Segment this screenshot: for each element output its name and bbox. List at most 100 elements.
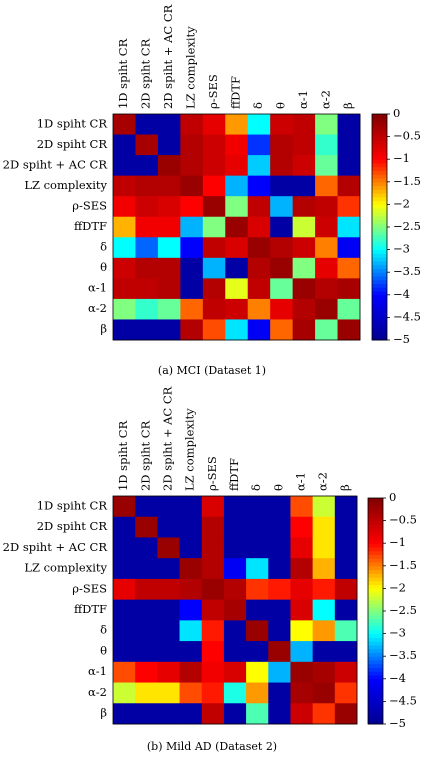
heatmap-cell — [225, 278, 249, 300]
heatmap-cell — [268, 537, 291, 559]
row-label: β — [100, 322, 107, 336]
colorbar-segment — [372, 260, 387, 266]
colorbar-segment — [372, 328, 387, 333]
heatmap-cell — [202, 114, 226, 135]
heatmap-cell — [179, 703, 203, 725]
heatmap-cell — [179, 558, 203, 580]
heatmap-cell — [157, 298, 181, 320]
heatmap-cell — [135, 196, 159, 218]
colorbar-segment — [368, 675, 383, 680]
heatmap-cell — [268, 599, 291, 621]
heatmap-cell — [180, 175, 204, 197]
heatmap-cell — [292, 278, 316, 300]
column-label: 1D spiht CR — [116, 38, 130, 109]
column-label: ρ-SES — [206, 74, 220, 109]
heatmap-cell — [157, 537, 180, 559]
heatmap-cell — [135, 216, 159, 238]
heatmap-cell — [179, 641, 203, 663]
heatmap-cell — [292, 175, 316, 197]
heatmap-cell — [334, 682, 358, 704]
colorbar-segment — [372, 302, 387, 307]
heatmap-cell — [180, 278, 204, 300]
heatmap-cell — [246, 516, 269, 538]
heatmap-cell — [135, 114, 159, 135]
colorbar-segment — [368, 712, 383, 717]
heatmap-cell — [113, 578, 136, 601]
heatmap-cell — [247, 216, 271, 238]
heatmap-cell — [202, 257, 226, 279]
heatmap-cell — [135, 620, 158, 642]
heatmap-mild-ad: 1D spiht CR 2D spiht CR 2D spiht + AC CR LZ… — [3, 386, 417, 730]
heatmap-cell — [225, 134, 249, 156]
heatmap-cell — [202, 175, 226, 197]
heatmap-cell — [246, 682, 269, 704]
heatmap-cell — [292, 196, 316, 218]
colorbar-segment — [368, 671, 383, 676]
colorbar-segment — [368, 524, 383, 529]
heatmap-cell — [113, 155, 136, 177]
heatmap-cell — [268, 620, 291, 642]
colorbar-segment — [368, 588, 383, 593]
heatmap-cell — [113, 257, 136, 279]
colorbar-segment — [368, 531, 383, 537]
heatmap-cell — [247, 257, 271, 279]
heatmap-cell — [179, 578, 203, 601]
heatmap-cell — [225, 114, 249, 135]
heatmap-cell — [246, 620, 269, 642]
row-label: ffDTF — [74, 602, 107, 616]
heatmap-cell — [223, 558, 247, 580]
heatmap-cell — [225, 257, 249, 279]
heatmap-cell — [157, 682, 180, 704]
colorbar-segment — [368, 629, 383, 635]
heatmap-cell — [312, 599, 336, 621]
colorbar-segment — [368, 550, 383, 555]
heatmap-cell — [334, 516, 358, 538]
colorbar-segment — [372, 249, 387, 254]
heatmap-cell — [201, 578, 225, 601]
heatmap-cell — [225, 319, 249, 341]
colorbar-segment — [368, 501, 383, 507]
heatmap-cell — [268, 661, 291, 683]
colorbar-segment — [368, 663, 383, 668]
heatmap-cell — [246, 496, 269, 518]
heatmap-cell — [223, 537, 247, 559]
heatmap-cell — [270, 237, 294, 259]
colorbar-tick-label: −0.5 — [393, 129, 421, 143]
colorbar-segment — [368, 528, 383, 533]
colorbar-segment — [368, 659, 383, 665]
colorbar-segment — [368, 705, 383, 710]
colorbar-segment — [372, 174, 387, 179]
colorbar-segment — [372, 238, 387, 243]
colorbar-segment — [368, 592, 383, 597]
heatmap-cell — [247, 155, 271, 177]
heatmap-cell — [179, 661, 203, 683]
heatmap-cell — [113, 599, 136, 621]
colorbar-segment — [368, 697, 383, 702]
heatmap-cell — [247, 278, 271, 300]
column-label: α-1 — [296, 90, 310, 109]
colorbar-segment — [372, 279, 387, 284]
heatmap-cell — [223, 641, 247, 663]
heatmap-cell — [315, 237, 338, 259]
heatmap-cell — [334, 599, 358, 621]
heatmap-cell — [337, 298, 361, 320]
column-label: ρ-SES — [205, 456, 219, 491]
heatmap-cell — [202, 237, 226, 259]
column-label: α-2 — [318, 90, 332, 109]
heatmap-cell — [202, 134, 226, 156]
heatmap-cell — [334, 661, 358, 683]
colorbar-segment — [372, 275, 387, 281]
heatmap-cell — [157, 599, 180, 621]
heatmap-cell — [180, 134, 204, 156]
column-label: 2D spiht CR — [139, 38, 153, 109]
heatmap-cell — [113, 237, 136, 259]
heatmap-cell — [113, 134, 136, 156]
heatmap-cell — [202, 196, 226, 218]
heatmap-cell — [179, 496, 203, 518]
colorbar-segment — [372, 287, 387, 292]
colorbar-segment — [372, 298, 387, 303]
colorbar-segment — [368, 539, 383, 544]
heatmap-cell — [201, 496, 225, 518]
colorbar-segment — [372, 136, 387, 141]
heatmap-cell — [247, 114, 271, 135]
